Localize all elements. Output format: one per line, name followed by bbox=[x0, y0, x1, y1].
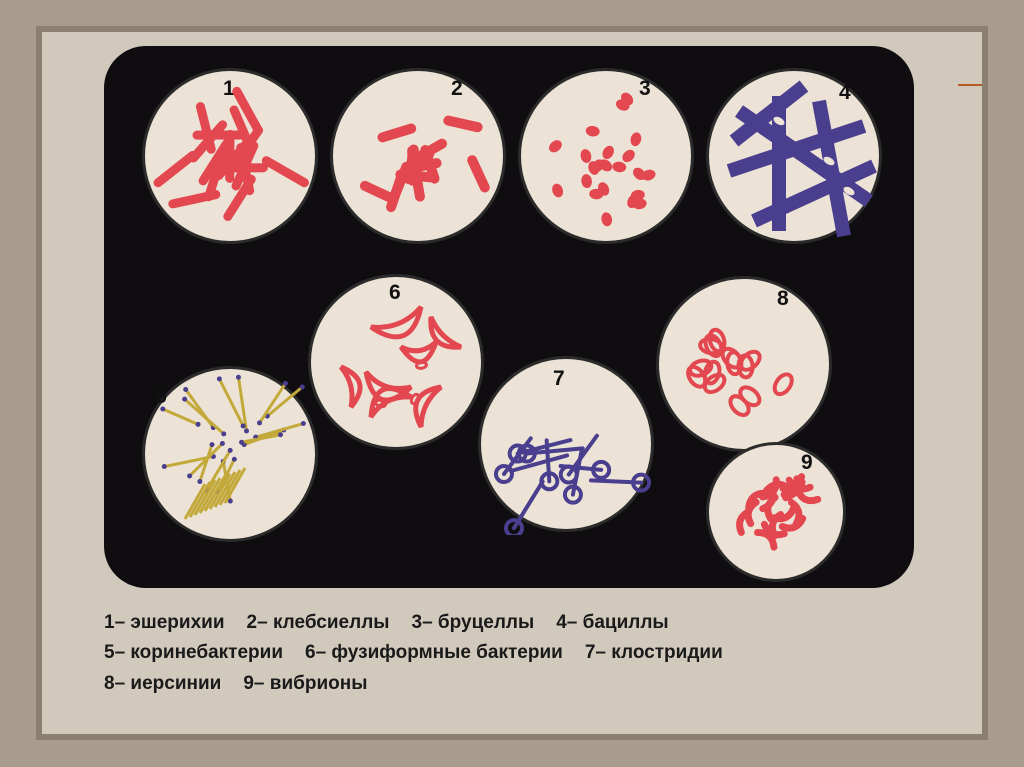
petri-dish-8: 8 bbox=[656, 276, 832, 452]
legend-item: 9– вибрионы bbox=[243, 673, 367, 694]
bacteria-svg bbox=[333, 71, 509, 247]
legend-item: 8– иерсинии bbox=[104, 673, 221, 694]
petri-dish-6: 6 bbox=[308, 274, 484, 450]
petri-dish-7: 7 bbox=[478, 356, 654, 532]
legend-item: 2– клебсиеллы bbox=[247, 612, 390, 633]
legend-row: 8– иерсинии 9– вибрионы bbox=[104, 669, 914, 699]
petri-dish-3: 3 bbox=[518, 68, 694, 244]
petri-dish-1: 1 bbox=[142, 68, 318, 244]
legend-row: 5– коринебактерии 6– фузиформные бактерии… bbox=[104, 638, 914, 668]
bacteria-svg bbox=[659, 279, 835, 455]
legend-item: 5– коринебактерии bbox=[104, 642, 283, 663]
legend-item: 1– эшерихии bbox=[104, 612, 225, 633]
plate-area: 1234 56789 bbox=[104, 46, 914, 588]
legend-item: 3– бруцеллы bbox=[412, 612, 535, 633]
bacteria-svg bbox=[481, 359, 657, 535]
bacteria-svg bbox=[311, 277, 487, 453]
legend-item: 7– клостридии bbox=[585, 642, 723, 663]
bacteria-svg bbox=[521, 71, 697, 247]
petri-dish-9: 9 bbox=[706, 442, 846, 582]
petri-dish-4: 4 bbox=[706, 68, 882, 244]
legend-item: 4– бациллы bbox=[556, 612, 668, 633]
bacteria-svg bbox=[145, 71, 321, 247]
accent-line bbox=[958, 84, 982, 86]
petri-dish-5: 5 bbox=[142, 366, 318, 542]
petri-dish-2: 2 bbox=[330, 68, 506, 244]
diagram-frame: 1234 56789 1– эшерихии 2– клебсиеллы 3– бру… bbox=[36, 26, 988, 740]
legend-row: 1– эшерихии 2– клебсиеллы 3– бруцеллы 4– ба… bbox=[104, 608, 914, 638]
bacteria-svg bbox=[709, 71, 885, 247]
legend-item: 6– фузиформные бактерии bbox=[305, 642, 563, 663]
bacteria-svg bbox=[709, 445, 849, 585]
legend: 1– эшерихии 2– клебсиеллы 3– бруцеллы 4– ба… bbox=[104, 608, 914, 699]
bacteria-svg bbox=[145, 369, 321, 545]
